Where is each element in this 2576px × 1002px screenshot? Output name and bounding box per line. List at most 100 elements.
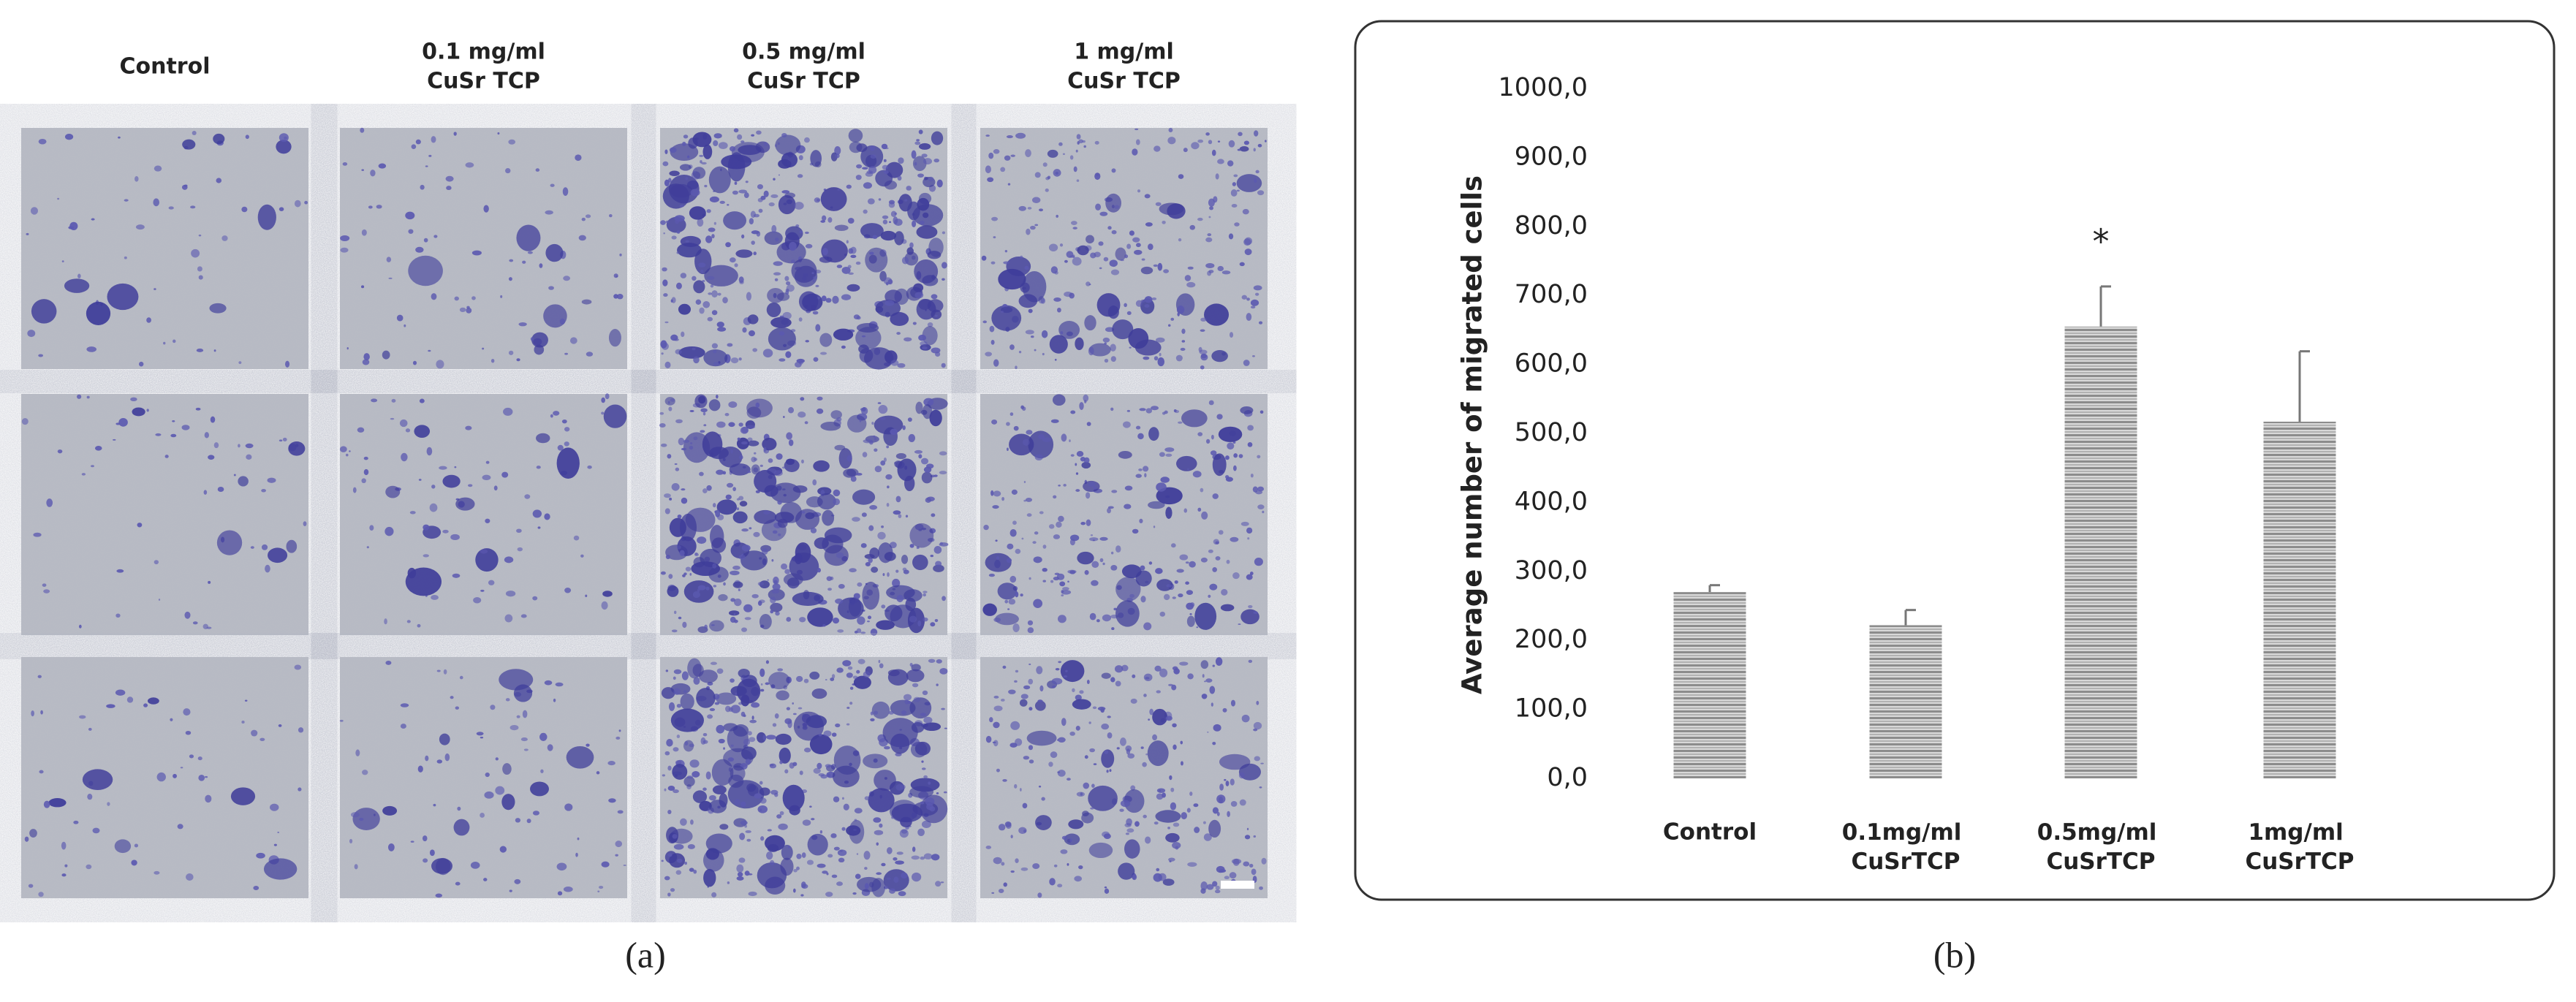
cell bbox=[1114, 205, 1119, 209]
cell bbox=[1159, 452, 1165, 458]
cell bbox=[770, 596, 776, 604]
cell bbox=[1009, 344, 1015, 350]
cell bbox=[939, 451, 947, 456]
cell bbox=[661, 859, 664, 862]
cell bbox=[181, 425, 190, 430]
cell bbox=[522, 710, 528, 718]
cell bbox=[1099, 536, 1108, 541]
x-tick-label: Control bbox=[1663, 819, 1757, 846]
cell bbox=[880, 230, 897, 241]
cell bbox=[795, 509, 820, 530]
cell bbox=[1257, 143, 1262, 148]
cell bbox=[284, 136, 287, 140]
cell bbox=[361, 478, 366, 484]
cell bbox=[905, 515, 909, 518]
cell bbox=[901, 710, 907, 715]
cell bbox=[1093, 763, 1097, 765]
cell bbox=[1093, 486, 1097, 490]
column-header: CuSr TCP bbox=[747, 69, 860, 94]
bar bbox=[2064, 326, 2137, 778]
cell bbox=[834, 145, 841, 156]
cell bbox=[513, 684, 533, 702]
cell bbox=[676, 545, 681, 550]
cell bbox=[1250, 299, 1259, 306]
cell bbox=[1194, 602, 1217, 630]
cell bbox=[741, 234, 745, 239]
cell bbox=[864, 796, 870, 800]
cell bbox=[664, 361, 671, 369]
cell bbox=[1068, 819, 1084, 830]
cell bbox=[659, 422, 666, 428]
cell bbox=[754, 509, 777, 524]
cell bbox=[818, 773, 825, 777]
cell bbox=[1187, 266, 1194, 270]
cell bbox=[751, 702, 760, 708]
cell bbox=[261, 544, 268, 550]
cell bbox=[501, 471, 509, 478]
cell bbox=[1242, 208, 1249, 215]
cell bbox=[1204, 680, 1206, 683]
cell bbox=[898, 514, 902, 518]
cell bbox=[1039, 511, 1044, 515]
cell bbox=[708, 566, 729, 583]
cell bbox=[779, 315, 784, 318]
cell bbox=[1144, 194, 1151, 199]
cell bbox=[678, 616, 682, 620]
cell bbox=[998, 268, 1026, 290]
cell bbox=[833, 846, 840, 851]
cell bbox=[689, 445, 694, 450]
cell bbox=[1058, 661, 1062, 664]
cell bbox=[1053, 864, 1058, 868]
cell bbox=[1116, 747, 1120, 750]
column-header: 1 mg/ml bbox=[1074, 39, 1174, 65]
cell bbox=[780, 857, 794, 876]
cell bbox=[751, 230, 759, 235]
cell bbox=[1197, 432, 1203, 436]
cell bbox=[779, 760, 783, 764]
cell bbox=[869, 251, 874, 255]
cell bbox=[995, 539, 998, 542]
cell bbox=[1037, 892, 1042, 898]
cell bbox=[680, 273, 687, 278]
cell bbox=[1048, 762, 1053, 767]
cell bbox=[923, 716, 933, 724]
cell bbox=[822, 624, 826, 627]
cell bbox=[722, 297, 728, 304]
cell bbox=[764, 231, 783, 246]
cell bbox=[1105, 193, 1121, 213]
micrograph bbox=[21, 657, 308, 898]
cell bbox=[87, 793, 93, 800]
cell bbox=[676, 703, 682, 708]
cell bbox=[1153, 821, 1159, 825]
cell bbox=[1248, 659, 1253, 663]
cell bbox=[107, 283, 139, 311]
cell bbox=[1009, 529, 1017, 537]
cell bbox=[662, 267, 667, 272]
cell bbox=[1028, 678, 1034, 685]
cell bbox=[711, 290, 718, 298]
cell bbox=[1023, 829, 1027, 833]
cell bbox=[773, 261, 783, 266]
cell bbox=[596, 771, 600, 775]
cell bbox=[82, 769, 113, 790]
cell bbox=[1148, 561, 1153, 565]
cell bbox=[535, 168, 540, 172]
cell bbox=[412, 360, 417, 365]
cell bbox=[681, 671, 689, 680]
y-tick-label: 400,0 bbox=[1515, 487, 1588, 516]
cell bbox=[1135, 425, 1141, 430]
cell bbox=[1259, 321, 1263, 324]
cell bbox=[1236, 174, 1262, 192]
cell bbox=[830, 678, 835, 681]
cell bbox=[738, 145, 762, 156]
cell bbox=[712, 503, 716, 508]
cell bbox=[741, 544, 751, 552]
cell bbox=[1052, 394, 1066, 406]
cell bbox=[1238, 454, 1243, 458]
cell bbox=[1115, 545, 1121, 553]
cell bbox=[757, 732, 766, 743]
cell bbox=[459, 675, 463, 680]
cell bbox=[253, 886, 260, 891]
cell bbox=[1119, 808, 1124, 812]
cell bbox=[1219, 783, 1224, 791]
